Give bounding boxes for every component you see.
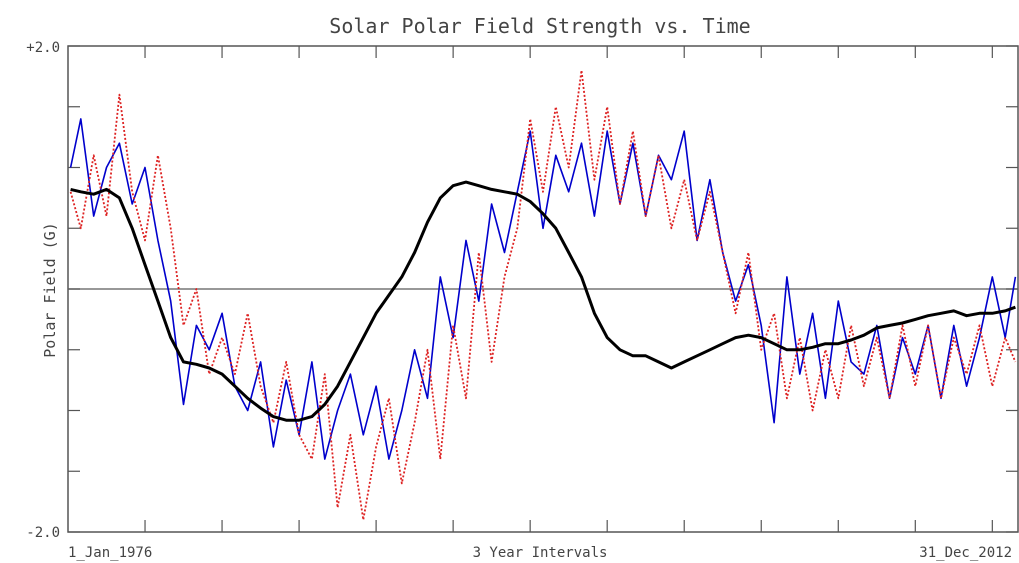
- y-max-label: +2.0: [26, 40, 60, 56]
- x-end-label: 31_Dec_2012: [919, 545, 1012, 561]
- series-layer: [69, 69, 1017, 521]
- axis-ticks: [68, 45, 1018, 533]
- y-min-label: -2.0: [26, 525, 60, 541]
- x-start-label: 1_Jan_1976: [68, 545, 152, 561]
- series-line-2: [69, 69, 1017, 521]
- chart-title: Solar Polar Field Strength vs. Time: [329, 14, 750, 38]
- series-line-3: [70, 180, 1016, 422]
- x-axis-label: 3 Year Intervals: [473, 545, 608, 561]
- y-axis-label: Polar Field (G): [41, 222, 59, 357]
